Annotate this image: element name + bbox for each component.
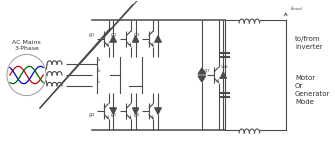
Text: $v_{dc}$: $v_{dc}$: [220, 63, 230, 71]
Text: $i_c$: $i_c$: [96, 77, 102, 86]
Text: $g_6$: $g_6$: [133, 111, 140, 119]
Polygon shape: [155, 108, 161, 114]
Text: $i_b$: $i_b$: [96, 66, 102, 75]
Text: $g_5$: $g_5$: [111, 111, 118, 119]
Polygon shape: [198, 68, 206, 74]
Polygon shape: [133, 36, 138, 42]
Text: $g_1$: $g_1$: [88, 31, 95, 39]
Text: $g_4$: $g_4$: [88, 111, 96, 119]
Polygon shape: [111, 36, 116, 42]
Text: AC Mains
3-Phase: AC Mains 3-Phase: [12, 40, 41, 51]
Text: Motor
Or
Generator
Mode: Motor Or Generator Mode: [295, 75, 330, 105]
Text: $g_3$: $g_3$: [133, 31, 140, 39]
Text: $g_2$: $g_2$: [111, 31, 118, 39]
Polygon shape: [111, 108, 116, 114]
Text: $i_{load}$: $i_{load}$: [290, 4, 304, 13]
Polygon shape: [198, 76, 206, 82]
Polygon shape: [220, 72, 226, 78]
Text: $i_a$: $i_a$: [96, 55, 102, 64]
Polygon shape: [155, 36, 161, 42]
Polygon shape: [133, 108, 138, 114]
Text: to/from
Inverter: to/from Inverter: [295, 36, 323, 50]
Text: $g_7$: $g_7$: [203, 67, 210, 75]
